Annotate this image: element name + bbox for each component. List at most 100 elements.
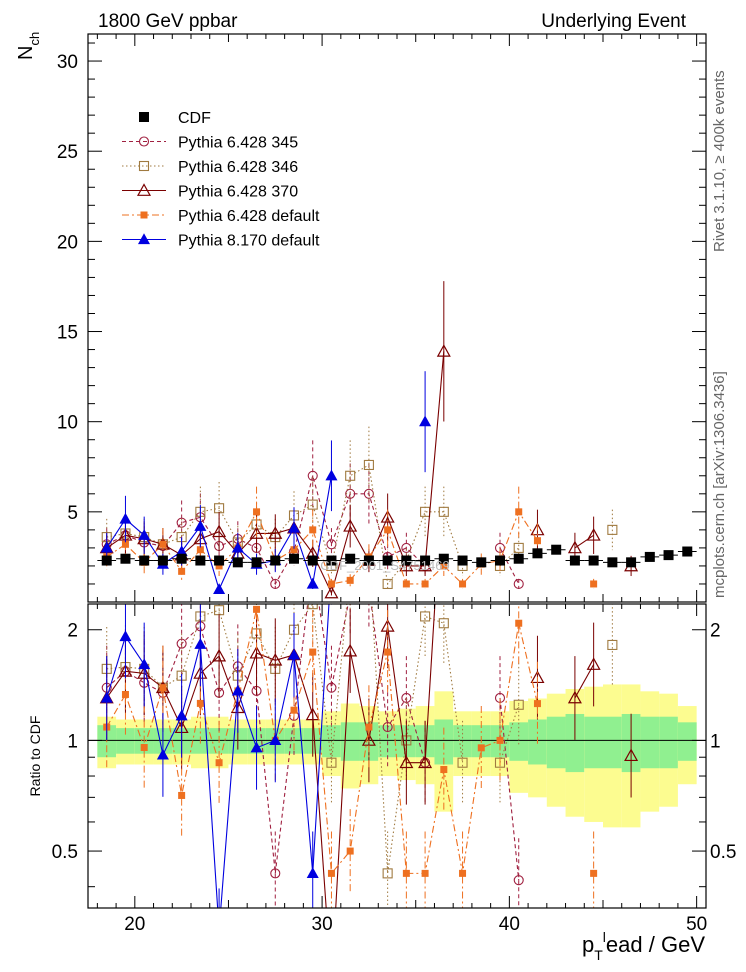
axes-frames: 20 30 40 50 5 10 15 20 25 30 0.5 0.5 1 1 2 2	[52, 33, 736, 935]
marker-point	[513, 699, 524, 710]
legend-label: Pythia 6.428 346	[178, 159, 298, 176]
marker-point	[624, 748, 639, 762]
marker-point	[626, 557, 637, 568]
band-inner-bin	[378, 725, 397, 758]
marker-point	[289, 553, 299, 564]
marker-point	[307, 555, 318, 566]
ratio-y-tick-label-left: 2	[67, 621, 78, 642]
marker-point	[214, 555, 225, 566]
marker-point	[418, 755, 433, 769]
ratio-panel-marks	[99, 604, 639, 908]
marker-point	[136, 183, 152, 196]
band-inner-bin	[659, 716, 678, 769]
header-left-title: 1800 GeV ppbar	[98, 11, 238, 32]
marker-point	[121, 540, 129, 548]
marker-point	[420, 555, 431, 566]
band-inner-bin	[434, 719, 454, 765]
y-tick-label: 5	[67, 503, 78, 524]
marker-point	[438, 618, 449, 629]
marker-point	[361, 733, 376, 746]
marker-point	[567, 540, 582, 554]
marker-point	[251, 557, 262, 568]
series-ratio-line	[499, 697, 520, 881]
marker-point	[513, 578, 524, 590]
marker-point	[457, 757, 468, 768]
marker-point	[253, 605, 261, 613]
x-tick-label: 50	[686, 914, 707, 935]
marker-point	[309, 526, 317, 534]
y-tick-label: 10	[57, 413, 78, 434]
y-tick-label: 25	[57, 142, 78, 163]
marker-point	[513, 553, 524, 564]
legend-item: Pythia 6.428 370	[122, 183, 298, 201]
marker-point	[139, 555, 150, 566]
legend-item: Pythia 6.428 default	[122, 208, 320, 225]
legend-label: CDF	[178, 110, 211, 127]
marker-point	[586, 657, 601, 670]
marker-point	[326, 682, 337, 693]
marker-point	[382, 555, 393, 566]
ratio-y-tick-label-left: 0.5	[52, 842, 78, 863]
x-axis-label: pTlead / GeV	[582, 929, 705, 963]
marker-point	[494, 757, 506, 768]
marker-point	[345, 553, 356, 564]
y-tick-label: 20	[57, 232, 78, 253]
marker-point	[159, 540, 167, 548]
marker-point	[196, 699, 204, 707]
marker-point	[533, 700, 541, 708]
marker-point	[120, 553, 131, 564]
series-line	[106, 475, 332, 591]
marker-point	[363, 555, 374, 566]
marker-point	[138, 136, 150, 147]
marker-point	[307, 499, 318, 510]
marker-point	[401, 555, 412, 566]
marker-point	[140, 211, 148, 219]
y-tick-label: 30	[57, 52, 78, 73]
marker-point	[346, 576, 354, 584]
marker-point	[101, 555, 112, 566]
band-inner-bin	[546, 716, 566, 769]
marker-point	[382, 722, 393, 733]
marker-point	[495, 555, 505, 566]
marker-point	[644, 551, 655, 562]
rivet-version-label: Rivet 3.1.10, ≥ 400k events	[711, 70, 728, 252]
legend-label: Pythia 6.428 370	[178, 184, 298, 201]
marker-point	[324, 585, 339, 599]
main-panel-marks	[97, 281, 697, 599]
marker-point	[607, 524, 618, 535]
series-layer	[97, 281, 697, 908]
marker-point	[382, 578, 393, 590]
marker-point	[588, 555, 599, 566]
marker-point	[457, 555, 468, 566]
series-ratio-line	[574, 664, 595, 699]
marker-point	[663, 550, 674, 561]
marker-point	[307, 470, 318, 481]
mcplots-reference-label: mcplots.cern.ch [arXiv:1306.3436]	[711, 371, 728, 598]
legend-item: Pythia 6.428 345	[122, 135, 298, 152]
series-ratio-line	[106, 604, 464, 874]
marker-point	[682, 546, 693, 557]
marker-point	[325, 469, 338, 481]
ratio-uncertainty-bands	[88, 684, 706, 828]
marker-point	[157, 555, 168, 566]
band-inner-bin	[340, 722, 360, 761]
header-right-title: Underlying Event	[541, 11, 686, 32]
legend-item: Pythia 8.170 default	[122, 233, 320, 250]
marker-point	[176, 553, 187, 564]
marker-point	[195, 555, 206, 566]
marker-point	[249, 645, 264, 659]
marker-point	[345, 470, 356, 481]
marker-point	[212, 524, 227, 538]
marker-point	[270, 578, 281, 590]
band-inner-bin	[584, 716, 603, 769]
marker-point	[607, 557, 618, 568]
marker-point	[401, 692, 412, 704]
legend: CDF Pythia 6.428 345 Pythia 6.428 346 Pythi…	[122, 110, 320, 250]
marker-point	[399, 755, 414, 769]
legend-item: Pythia 6.428 346	[122, 159, 298, 176]
marker-point	[249, 526, 264, 539]
marker-point	[420, 611, 431, 622]
legend-label: Pythia 8.170 default	[178, 233, 320, 250]
legend-label: Pythia 6.428 default	[178, 208, 320, 225]
marker-point	[139, 112, 149, 122]
